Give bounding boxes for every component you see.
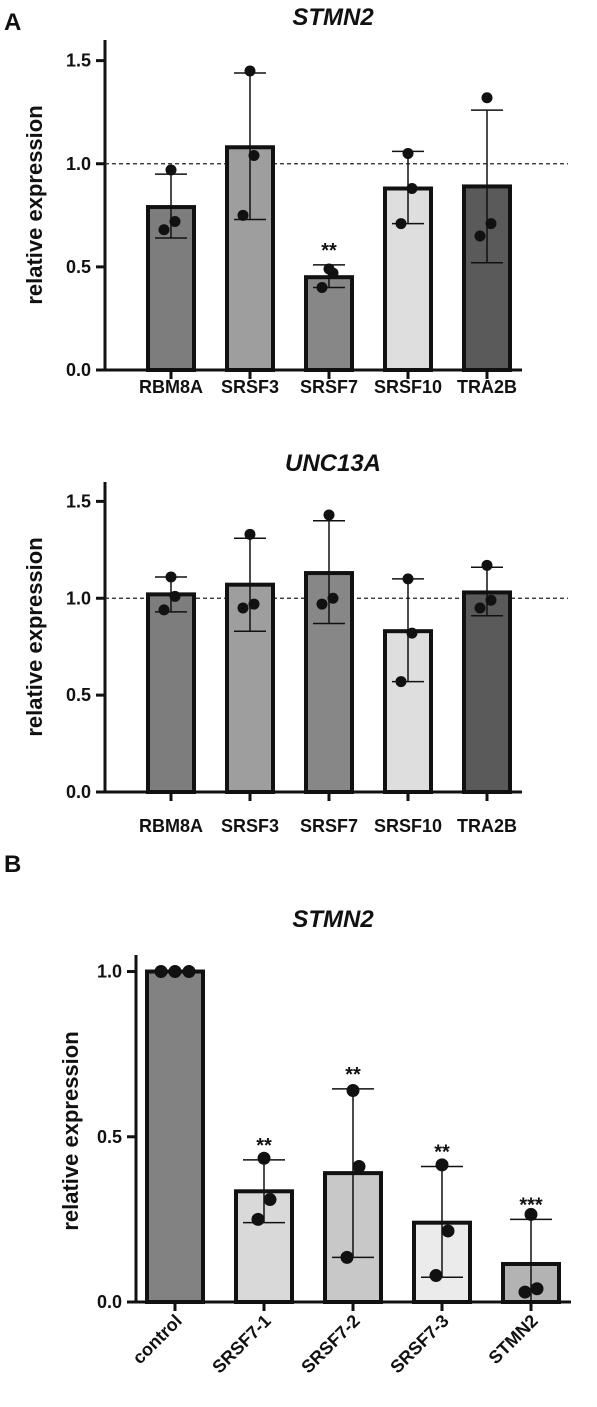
replicate-point (406, 627, 418, 639)
x-category-label: SRSF10 (374, 816, 442, 836)
y-tick-label: 1.0 (66, 588, 91, 608)
replicate-point (323, 509, 335, 521)
replicate-point (316, 598, 328, 610)
replicate-point (165, 164, 177, 176)
replicate-point (158, 604, 170, 616)
replicate-point (524, 1207, 538, 1221)
replicate-point (251, 1212, 265, 1226)
replicate-point (395, 218, 407, 230)
replicate-point (485, 594, 497, 606)
bar-srsf7 (304, 275, 354, 372)
x-category-label: TRA2B (457, 377, 517, 397)
significance-label: ** (256, 1135, 272, 1157)
replicate-point (244, 528, 256, 540)
x-category-label: control (129, 1311, 186, 1368)
replicate-point (481, 92, 493, 104)
replicate-point (244, 65, 256, 77)
x-category-label: SRSF7 (300, 816, 358, 836)
replicate-point (429, 1269, 443, 1283)
replicate-point (530, 1282, 544, 1296)
y-tick-label: 0.5 (66, 257, 91, 277)
replicate-point (346, 1083, 360, 1097)
replicate-point (248, 150, 260, 161)
x-category-label: SRSF3 (221, 816, 279, 836)
x-category-label: TRA2B (457, 816, 517, 836)
chart-title: STMN2 (292, 4, 374, 31)
replicate-point (169, 216, 181, 227)
y-tick-label: 0.5 (97, 1127, 122, 1147)
replicate-point (395, 676, 407, 688)
y-axis-label: relative expression (22, 105, 47, 304)
x-category-label: SRSF3 (221, 377, 279, 397)
x-category-label: SRSF7-1 (208, 1311, 274, 1377)
y-axis-label: relative expression (58, 1031, 83, 1230)
y-tick-label: 0.0 (66, 782, 91, 802)
replicate-point (168, 965, 182, 979)
replicate-point (158, 224, 170, 236)
chart-title: UNC13A (285, 450, 381, 477)
replicate-point (481, 559, 493, 571)
bar-rbm8a (146, 592, 196, 794)
y-axis-label: relative expression (22, 537, 47, 736)
significance-label: ** (434, 1142, 450, 1164)
x-category-label: SRSF10 (374, 377, 442, 397)
replicate-point (402, 573, 414, 585)
replicate-point (340, 1250, 354, 1264)
replicate-point (474, 602, 486, 614)
replicate-point (316, 282, 328, 293)
replicate-point (518, 1285, 532, 1299)
panel-letter-b: B (4, 851, 21, 878)
chart-stmn2-srsf7-knockdown: STMN2 relative expression 0.0 0.5 1.0 contr… (58, 906, 571, 1377)
y-tick-label: 1.5 (66, 491, 91, 511)
replicate-point (182, 965, 196, 979)
replicate-point (352, 1160, 366, 1174)
bar-tra2b (462, 590, 512, 794)
x-category-label: STMN2 (485, 1311, 542, 1368)
replicate-point (441, 1224, 455, 1238)
replicate-point (435, 1158, 449, 1172)
bar-control (145, 969, 205, 1304)
replicate-point (402, 147, 414, 159)
chart-title: STMN2 (292, 906, 374, 933)
replicate-point (474, 230, 486, 242)
replicate-point (263, 1193, 277, 1207)
chart-unc13a-knockdown-screen: UNC13A relative expression 0.0 0.5 1.0 1.5 R… (22, 450, 568, 836)
y-tick-label: 0.0 (66, 360, 91, 380)
y-tick-label: 1.0 (97, 962, 122, 982)
replicate-point (237, 602, 249, 614)
x-category-label: RBM8A (139, 377, 203, 397)
y-tick-label: 0.5 (66, 685, 91, 705)
x-category-label: RBM8A (139, 816, 203, 836)
significance-label: *** (519, 1194, 543, 1216)
replicate-point (406, 183, 418, 194)
x-category-label: SRSF7-3 (386, 1311, 452, 1377)
replicate-point (169, 590, 181, 602)
panel-letter-a: A (4, 9, 21, 36)
replicate-point (323, 263, 335, 275)
significance-label: ** (345, 1064, 361, 1086)
chart-stmn2-knockdown-screen: STMN2 relative expression 0.0 0.5 1.0 1.5 RB… (22, 4, 568, 397)
replicate-point (237, 209, 249, 221)
significance-label: ** (321, 240, 337, 262)
replicate-point (154, 965, 168, 979)
replicate-point (485, 218, 497, 230)
replicate-point (248, 598, 260, 610)
replicate-point (165, 571, 177, 583)
x-category-label: SRSF7 (300, 377, 358, 397)
replicate-point (257, 1151, 271, 1165)
y-tick-label: 1.5 (66, 51, 91, 71)
x-category-label: SRSF7-2 (297, 1311, 363, 1377)
replicate-point (327, 592, 339, 604)
y-tick-label: 1.0 (66, 154, 91, 174)
y-tick-label: 0.0 (97, 1292, 122, 1312)
